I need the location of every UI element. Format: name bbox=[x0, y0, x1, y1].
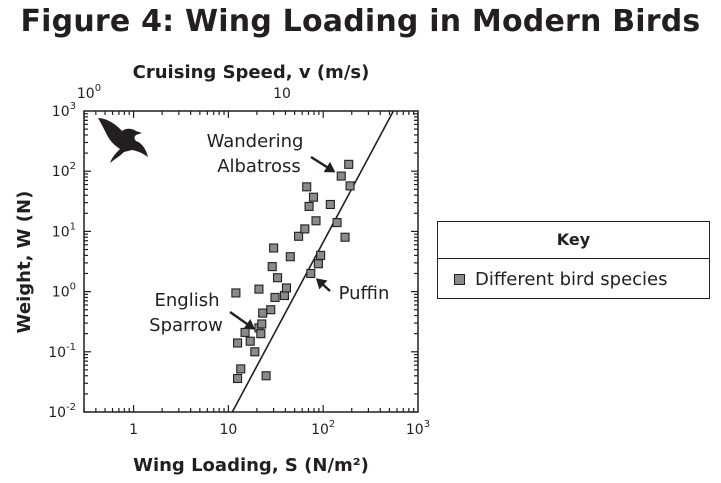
trend-line bbox=[231, 110, 395, 413]
data-point bbox=[267, 262, 277, 272]
data-point bbox=[245, 336, 255, 346]
x-tick-label: 102 bbox=[311, 419, 335, 438]
x-tick-label: 10 bbox=[219, 422, 237, 438]
y-tick-label: 102 bbox=[52, 161, 76, 180]
data-point bbox=[256, 329, 266, 339]
data-point bbox=[345, 181, 355, 191]
data-point bbox=[300, 224, 310, 234]
plot-frame bbox=[83, 110, 419, 413]
data-point bbox=[270, 292, 280, 302]
data-point bbox=[250, 347, 260, 357]
data-point bbox=[279, 290, 289, 301]
data-point bbox=[231, 288, 241, 298]
data-point bbox=[313, 259, 323, 269]
annotation-label: Wandering bbox=[207, 131, 304, 152]
annotation-label: English bbox=[155, 290, 220, 311]
annotation-arrowhead bbox=[243, 318, 256, 330]
y-axis-title: Weight, W (N) bbox=[14, 191, 35, 334]
legend-box: Key Different bird species bbox=[437, 221, 710, 299]
legend-entry: Different bird species bbox=[438, 259, 709, 299]
data-point bbox=[308, 192, 319, 202]
trend-line-layer bbox=[231, 110, 395, 413]
data-point bbox=[254, 284, 264, 294]
data-point bbox=[233, 373, 243, 384]
annotation-arrowhead bbox=[315, 278, 328, 290]
x-axis-title: Wing Loading, S (N/m²) bbox=[133, 455, 369, 476]
x-tick-label: 103 bbox=[406, 419, 430, 438]
legend-entry-label: Different bird species bbox=[475, 268, 668, 290]
y-tick-label: 10-2 bbox=[48, 402, 76, 421]
annotation-label: Puffin bbox=[339, 283, 390, 304]
data-point bbox=[233, 338, 243, 348]
legend-marker-square bbox=[454, 273, 465, 285]
annotation-arrow bbox=[229, 311, 251, 328]
data-point bbox=[332, 218, 342, 228]
data-point bbox=[306, 268, 316, 279]
data-point bbox=[311, 216, 321, 226]
data-point bbox=[281, 283, 292, 293]
x2-axis-title: Cruising Speed, v (m/s) bbox=[133, 62, 370, 83]
data-point bbox=[294, 231, 304, 241]
data-point bbox=[316, 250, 326, 260]
y-tick-label: 10-1 bbox=[48, 342, 76, 361]
data-point bbox=[257, 319, 267, 329]
bird-silhouette-icon bbox=[98, 118, 148, 163]
data-point bbox=[302, 182, 312, 192]
chart-title: Figure 4: Wing Loading in Modern Birds bbox=[20, 4, 701, 39]
x2-tick-label: 10 bbox=[273, 86, 291, 102]
data-points-layer bbox=[231, 159, 355, 384]
data-point bbox=[261, 371, 271, 381]
x-tick-label: 1 bbox=[129, 422, 138, 438]
data-point bbox=[285, 252, 295, 262]
data-point bbox=[272, 273, 283, 283]
data-point bbox=[269, 243, 279, 253]
data-point bbox=[325, 199, 335, 210]
data-point bbox=[340, 232, 350, 242]
data-point bbox=[304, 201, 314, 211]
data-point bbox=[240, 327, 250, 337]
y-tick-label: 100 bbox=[52, 282, 76, 301]
y-tick-label: 103 bbox=[52, 101, 76, 120]
annotation-arrowhead bbox=[323, 161, 336, 173]
data-point bbox=[344, 159, 354, 169]
legend-title: Key bbox=[438, 222, 709, 259]
data-point bbox=[258, 308, 268, 318]
data-point bbox=[336, 171, 346, 181]
y-tick-label: 101 bbox=[52, 221, 76, 240]
annotation-label: Sparrow bbox=[149, 315, 223, 336]
annotation-layer: Wandering Albatross English Sparrow Puffin bbox=[149, 131, 389, 336]
x2-tick-label: 100 bbox=[77, 83, 101, 102]
data-point bbox=[266, 305, 276, 315]
data-point bbox=[236, 364, 246, 374]
annotation-label: Albatross bbox=[217, 156, 301, 177]
